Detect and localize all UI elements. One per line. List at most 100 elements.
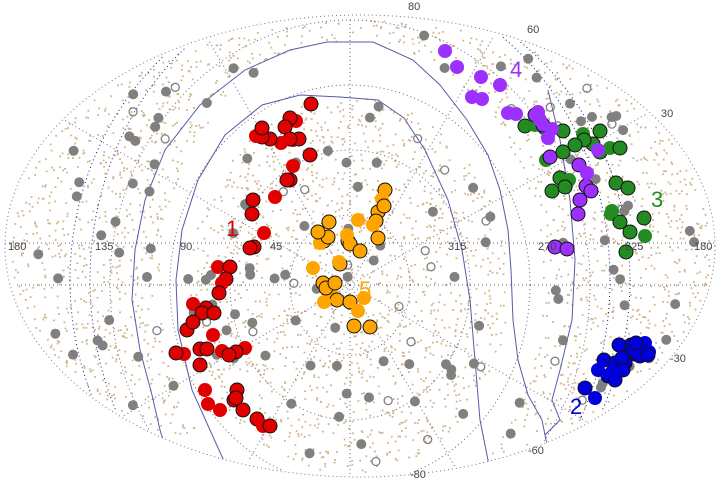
background-source: [342, 115, 345, 118]
background-source: [445, 344, 447, 347]
background-source: [412, 280, 415, 283]
background-source: [216, 79, 218, 82]
background-source: [454, 346, 457, 348]
background-source: [698, 234, 700, 236]
background-source: [341, 143, 344, 146]
background-source: [666, 285, 668, 288]
background-source: [374, 196, 376, 199]
background-source: [396, 459, 399, 462]
background-source: [257, 206, 260, 208]
background-source: [67, 157, 70, 159]
background-source: [322, 136, 325, 139]
background-source: [653, 159, 656, 161]
background-source: [85, 340, 88, 342]
background-source: [235, 336, 237, 339]
background-source: [618, 124, 621, 127]
background-source: [455, 407, 458, 410]
background-source: [671, 173, 674, 176]
background-source: [572, 362, 574, 365]
background-source: [129, 128, 132, 130]
background-source: [346, 193, 349, 196]
background-source: [53, 319, 55, 322]
background-source: [475, 288, 478, 290]
background-source: [475, 304, 478, 306]
background-source: [51, 166, 53, 169]
background-source: [562, 229, 565, 231]
grey-source: [304, 448, 315, 459]
background-source: [342, 284, 345, 287]
background-source: [273, 52, 276, 55]
grey-source: [619, 206, 630, 216]
background-source: [401, 286, 403, 289]
background-source: [539, 347, 542, 349]
background-source: [499, 343, 502, 346]
background-source: [454, 330, 457, 333]
background-source: [317, 149, 319, 152]
group-label-3: 3: [651, 187, 663, 212]
background-source: [228, 367, 231, 370]
background-source: [472, 200, 475, 202]
background-source: [403, 326, 405, 328]
background-source: [146, 160, 149, 163]
background-source: [232, 159, 234, 162]
background-source: [98, 325, 101, 328]
background-source: [175, 59, 178, 62]
background-source: [609, 110, 611, 112]
background-source: [91, 218, 94, 221]
background-source: [680, 190, 683, 193]
background-source: [130, 379, 132, 382]
background-source: [299, 334, 302, 336]
background-source: [376, 255, 378, 258]
background-source: [329, 360, 331, 363]
background-source: [408, 351, 411, 353]
background-source: [260, 397, 263, 400]
background-source: [161, 218, 164, 221]
background-source: [232, 363, 235, 366]
background-source: [69, 306, 72, 308]
background-source: [628, 135, 631, 138]
background-source: [171, 377, 174, 380]
background-source: [483, 57, 486, 59]
background-source: [19, 293, 22, 296]
background-source: [268, 446, 270, 449]
background-source: [138, 378, 141, 381]
background-source: [86, 160, 89, 163]
background-source: [617, 104, 620, 107]
background-source: [438, 32, 441, 35]
background-source: [441, 212, 444, 215]
background-source: [419, 166, 421, 168]
background-source: [400, 276, 402, 278]
background-source: [211, 93, 214, 95]
background-source: [64, 127, 67, 130]
grey-source: [523, 53, 534, 64]
background-source: [399, 117, 402, 120]
background-source: [681, 221, 684, 224]
background-source: [342, 137, 345, 140]
background-source: [115, 244, 118, 246]
grid-meridian: [349, 284, 587, 422]
background-source: [199, 126, 202, 129]
background-source: [115, 358, 118, 361]
background-source: [108, 259, 111, 262]
background-source: [443, 303, 446, 306]
background-source: [236, 186, 239, 189]
background-source: [28, 177, 30, 180]
background-source: [29, 296, 32, 298]
background-source: [405, 217, 408, 219]
background-source: [500, 123, 503, 125]
background-source: [260, 185, 262, 187]
group-1-source: [192, 357, 208, 373]
background-source: [482, 258, 484, 261]
background-source: [575, 397, 578, 399]
background-source: [148, 183, 151, 186]
background-source: [458, 393, 460, 396]
background-source: [333, 309, 335, 312]
group-2-source: [577, 380, 593, 396]
background-source: [153, 75, 155, 78]
background-source: [703, 242, 706, 244]
group-5-source: [310, 224, 326, 240]
background-source: [138, 365, 141, 367]
background-source: [701, 224, 703, 227]
background-source: [564, 260, 566, 263]
background-source: [131, 392, 133, 395]
